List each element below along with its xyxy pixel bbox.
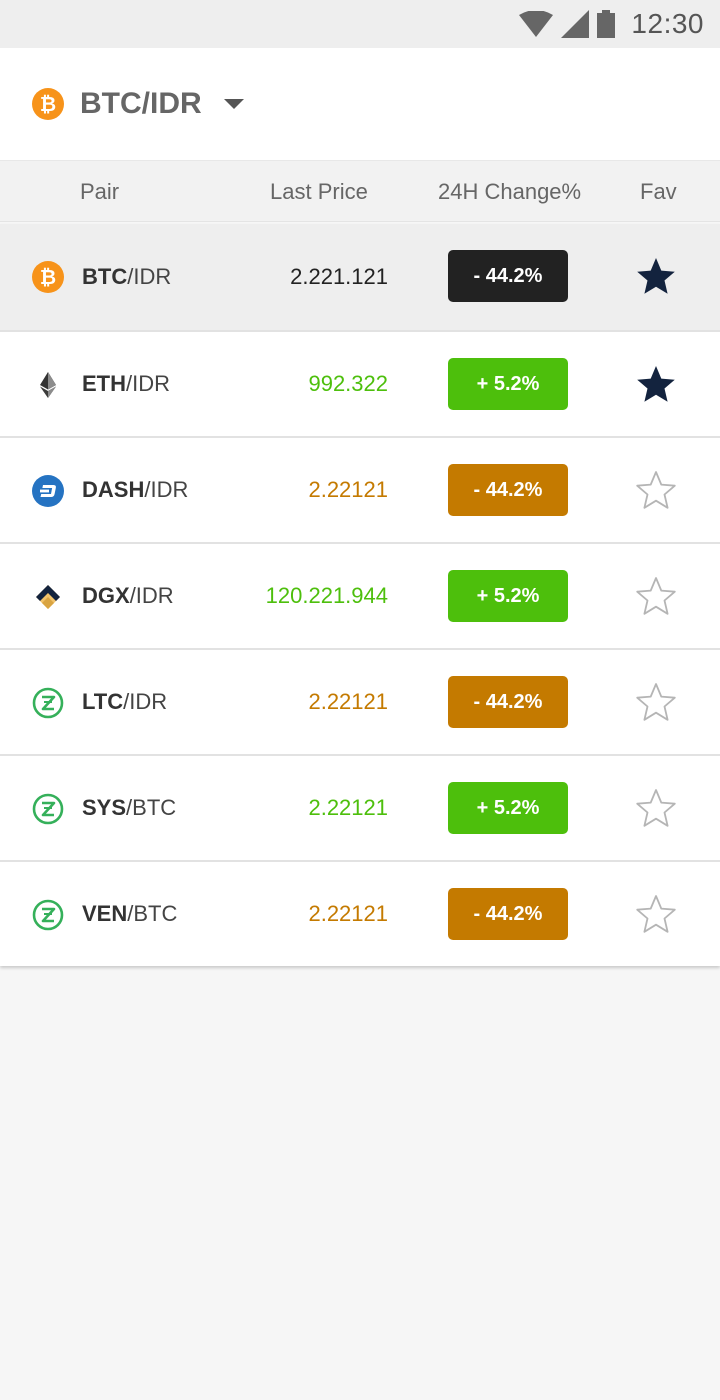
column-headers: Pair Last Price 24H Change% Fav — [0, 160, 720, 222]
star-outline-icon[interactable] — [632, 785, 680, 833]
zcoin-icon — [32, 899, 64, 931]
star-filled-icon[interactable] — [632, 361, 680, 409]
star-outline-icon[interactable] — [632, 891, 680, 939]
status-icons: 12:30 — [519, 0, 704, 48]
pair-label: DASH/IDR — [82, 438, 188, 542]
last-price: 992.322 — [308, 371, 388, 396]
zcoin-icon — [32, 793, 64, 825]
column-pair[interactable]: Pair — [80, 179, 120, 204]
zcoin-icon — [32, 687, 64, 719]
change-badge: - 44.2% — [448, 464, 568, 516]
pair-base: DASH — [82, 477, 145, 502]
star-filled-icon[interactable] — [632, 253, 680, 301]
svg-text:₿: ₿ — [40, 92, 56, 116]
change-badge: + 5.2% — [448, 570, 568, 622]
pair-quote: /BTC — [127, 901, 178, 926]
pair-quote: /IDR — [123, 689, 168, 714]
last-price: 2.221.121 — [290, 264, 388, 289]
column-change[interactable]: 24H Change% — [438, 179, 582, 204]
wifi-icon — [519, 11, 554, 37]
bitcoin-icon: ₿ — [32, 261, 64, 293]
dash-icon — [32, 475, 64, 507]
svg-text:₿: ₿ — [40, 265, 56, 289]
pair-label: DGX/IDR — [82, 544, 174, 648]
pair-base: SYS — [82, 795, 127, 820]
market-list: ₿ BTC/IDR 2.221.121 - 44.2% ETH/IDR 992.322 + … — [0, 224, 720, 966]
pair-selector[interactable]: ₿ BTC/IDR — [32, 84, 244, 124]
star-outline-icon[interactable] — [632, 467, 680, 515]
market-row-dgx[interactable]: DGX/IDR 120.221.944 + 5.2% — [0, 544, 720, 650]
pair-base: DGX — [82, 583, 130, 608]
change-badge: - 44.2% — [448, 888, 568, 940]
pair-quote: /IDR — [129, 583, 174, 608]
pair-label: LTC/IDR — [82, 650, 167, 754]
last-price: 2.22121 — [308, 795, 388, 820]
market-row-ltc[interactable]: LTC/IDR 2.22121 - 44.2% — [0, 650, 720, 756]
pair-base: LTC — [82, 689, 124, 714]
chevron-down-icon[interactable] — [223, 99, 244, 109]
last-price: 2.22121 — [308, 477, 388, 502]
dgx-icon — [36, 585, 60, 609]
pair-quote: /IDR — [126, 371, 170, 396]
header: ₿ BTC/IDR — [0, 48, 720, 160]
market-row-dash[interactable]: DASH/IDR 2.22121 - 44.2% — [0, 438, 720, 544]
change-badge: + 5.2% — [448, 358, 568, 410]
change-badge: + 5.2% — [448, 782, 568, 834]
star-outline-icon[interactable] — [632, 679, 680, 727]
cell-signal-icon — [561, 10, 590, 38]
pair-quote: /IDR — [127, 264, 172, 289]
pair-base: BTC — [82, 264, 128, 289]
status-bar: 12:30 — [0, 0, 720, 48]
battery-icon — [597, 10, 616, 38]
pair-label: BTC/IDR — [82, 224, 171, 330]
column-last-price[interactable]: Last Price — [270, 179, 368, 204]
status-time: 12:30 — [631, 8, 704, 39]
bitcoin-icon: ₿ — [32, 88, 64, 120]
pair-label: ETH/IDR — [82, 332, 170, 436]
selected-pair-title: BTC/IDR — [80, 87, 202, 120]
star-outline-icon[interactable] — [632, 573, 680, 621]
change-badge: - 44.2% — [448, 250, 568, 302]
last-price: 2.22121 — [308, 901, 388, 926]
last-price: 120.221.944 — [265, 583, 388, 608]
market-row-btc[interactable]: ₿ BTC/IDR 2.221.121 - 44.2% — [0, 224, 720, 332]
pair-base: VEN — [82, 901, 128, 926]
pair-quote: /BTC — [126, 795, 177, 820]
market-row-eth[interactable]: ETH/IDR 992.322 + 5.2% — [0, 332, 720, 438]
ethereum-icon — [40, 372, 56, 398]
column-fav[interactable]: Fav — [640, 179, 677, 204]
pair-quote: /IDR — [144, 477, 189, 502]
pair-label: VEN/BTC — [82, 862, 177, 966]
pair-label: SYS/BTC — [82, 756, 176, 860]
change-badge: - 44.2% — [448, 676, 568, 728]
last-price: 2.22121 — [308, 689, 388, 714]
market-row-sys[interactable]: SYS/BTC 2.22121 + 5.2% — [0, 756, 720, 862]
market-row-ven[interactable]: VEN/BTC 2.22121 - 44.2% — [0, 862, 720, 966]
pair-base: ETH — [82, 371, 126, 396]
